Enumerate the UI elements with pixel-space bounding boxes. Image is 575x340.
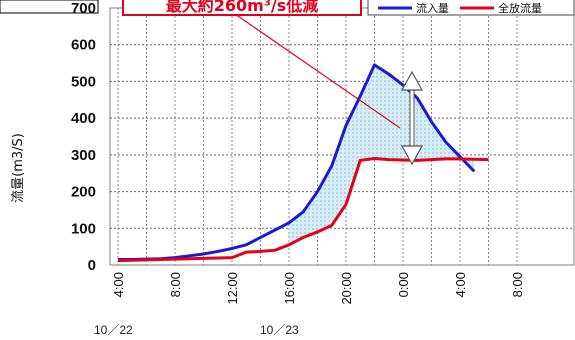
callout-line bbox=[234, 13, 401, 129]
y-tick-label: 0 bbox=[88, 257, 96, 274]
x-tick-label: 16:00 bbox=[282, 272, 297, 305]
y-tick-label: 400 bbox=[71, 110, 96, 127]
x-tick-label: 12:00 bbox=[225, 272, 240, 305]
callout-box bbox=[122, 0, 362, 16]
reduction-arrow bbox=[400, 70, 424, 166]
x-tick-label: 20:00 bbox=[339, 272, 354, 305]
y-tick-labels: 0 100 200 300 400 500 600 700 bbox=[71, 0, 96, 274]
y-tick-label: 300 bbox=[71, 147, 96, 164]
y-tick-label: 200 bbox=[71, 184, 96, 201]
callout-text: 最大約260m³/s低減 bbox=[166, 0, 318, 15]
y-tick-label: 600 bbox=[71, 37, 96, 54]
y-tick-label: 100 bbox=[71, 220, 96, 237]
x-tick-labels: 4:00 8:00 12:00 16:00 20:00 0:00 4:00 8:00 bbox=[111, 272, 525, 305]
y-tick-label: 500 bbox=[71, 73, 96, 90]
x-tick-label: 8:00 bbox=[510, 272, 525, 297]
x-tick-label: 0:00 bbox=[396, 272, 411, 297]
date-label-1022: 10／22 bbox=[94, 323, 133, 337]
y-axis-label: 流量(m3/S) bbox=[11, 133, 26, 203]
x-tick-label: 4:00 bbox=[453, 272, 468, 297]
reduction-fill bbox=[289, 64, 475, 245]
legend: 流入量 全放流量 bbox=[367, 0, 575, 16]
y-tick-label: 700 bbox=[71, 0, 96, 17]
x-tick-label: 8:00 bbox=[168, 272, 183, 297]
date-label-1023: 10／23 bbox=[260, 323, 299, 337]
series-lines bbox=[117, 63, 489, 263]
x-tick-label: 4:00 bbox=[111, 272, 126, 297]
series-line-inflow bbox=[118, 63, 476, 261]
top-left-box bbox=[0, 0, 99, 14]
legend-label-outflow: 全放流量 bbox=[498, 1, 542, 15]
legend-label-inflow: 流入量 bbox=[416, 1, 449, 15]
